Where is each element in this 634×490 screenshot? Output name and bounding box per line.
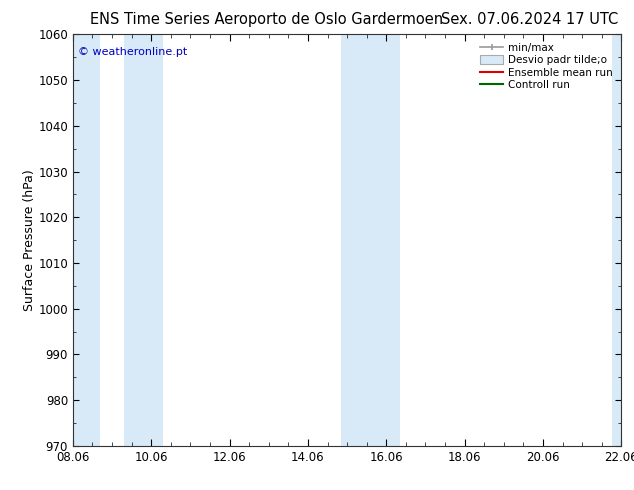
Bar [71, 34, 100, 446]
Legend: min/max, Desvio padr tilde;o, Ensemble mean run, Controll run: min/max, Desvio padr tilde;o, Ensemble m… [477, 40, 616, 94]
Bar [612, 34, 634, 446]
Bar [124, 34, 163, 446]
Text: © weatheronline.pt: © weatheronline.pt [79, 47, 188, 57]
Text: Sex. 07.06.2024 17 UTC: Sex. 07.06.2024 17 UTC [441, 12, 618, 27]
Y-axis label: Surface Pressure (hPa): Surface Pressure (hPa) [23, 169, 36, 311]
Bar [341, 34, 400, 446]
Text: ENS Time Series Aeroporto de Oslo Gardermoen: ENS Time Series Aeroporto de Oslo Garder… [90, 12, 443, 27]
